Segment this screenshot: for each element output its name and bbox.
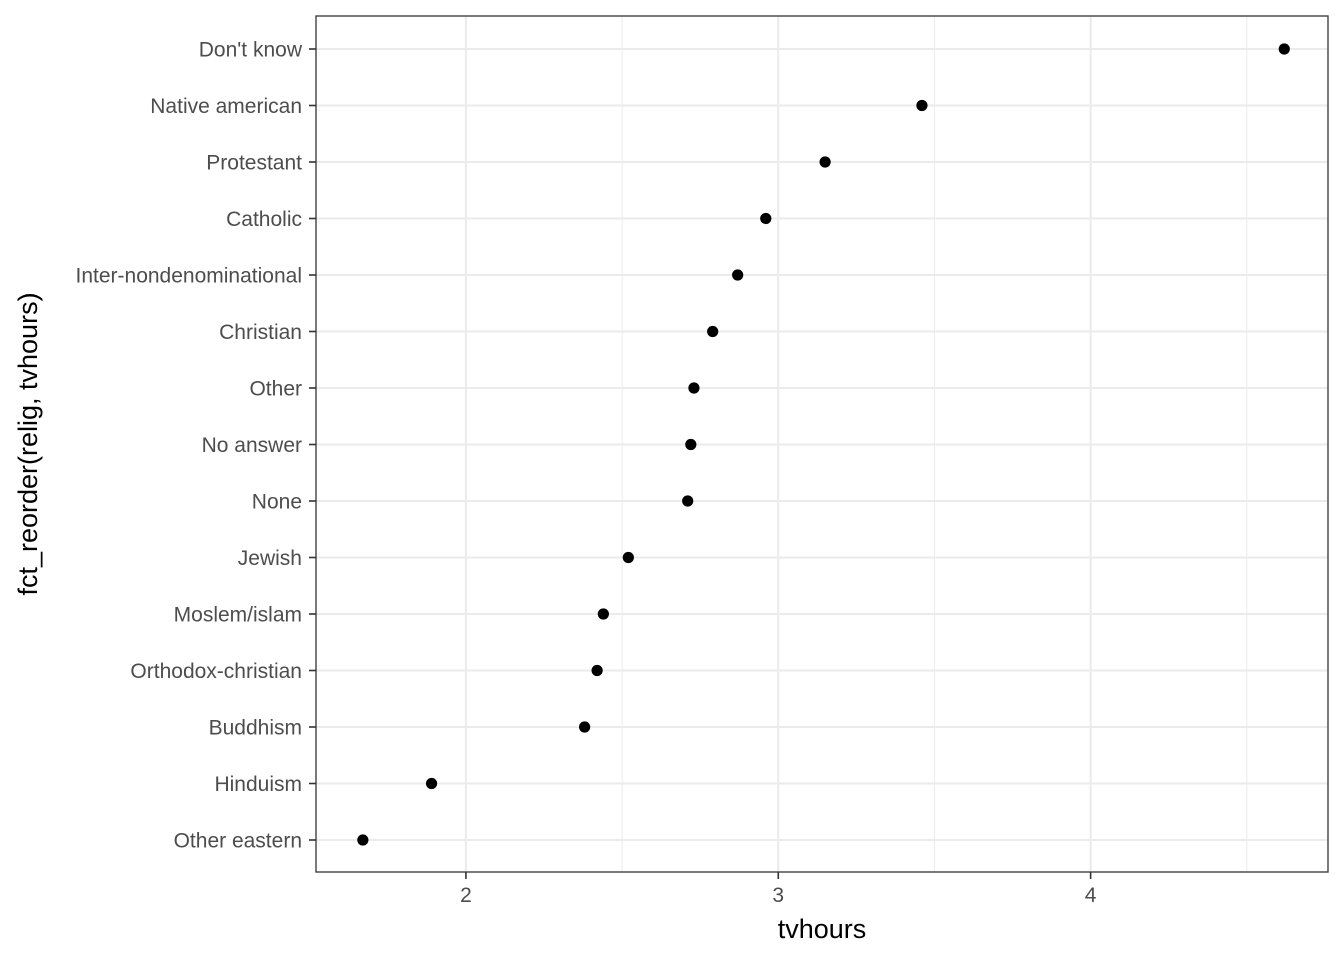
y-tick-label: Buddhism xyxy=(209,717,302,740)
x-axis-title: tvhours xyxy=(778,914,867,944)
y-tick-label: Other xyxy=(249,378,302,401)
y-axis-title: fct_reorder(relig, tvhours) xyxy=(13,292,43,595)
data-point xyxy=(819,156,831,168)
data-point xyxy=(682,495,694,507)
y-tick-label: No answer xyxy=(202,434,302,457)
y-tick-label: Don't know xyxy=(199,39,303,62)
y-tick-label: Protestant xyxy=(206,152,302,175)
y-tick-label: Other eastern xyxy=(174,830,302,853)
y-tick-label: Catholic xyxy=(226,208,302,231)
data-point xyxy=(622,551,634,564)
y-tick-label: Moslem/islam xyxy=(174,604,302,627)
data-point xyxy=(357,834,369,846)
y-tick-label: Christian xyxy=(219,321,302,344)
axes: Other eastern Hinduism Buddhism Orthodox-ch… xyxy=(76,39,1097,908)
data-point xyxy=(1278,43,1290,55)
y-tick-label: Inter-nondenominational xyxy=(76,265,303,288)
y-tick-label: Hinduism xyxy=(214,773,302,796)
data-point xyxy=(732,269,744,281)
grid xyxy=(316,16,1328,872)
data-point xyxy=(688,382,700,394)
y-tick-label: None xyxy=(252,491,302,514)
data-point xyxy=(591,664,603,677)
data-point xyxy=(597,608,609,620)
y-tick-label: Native american xyxy=(150,95,302,118)
x-tick-label: 2 xyxy=(460,884,472,907)
data-point xyxy=(916,99,928,112)
data-point xyxy=(760,212,772,225)
data-point xyxy=(685,438,697,451)
data-point xyxy=(707,325,719,338)
data-point xyxy=(579,721,591,733)
x-tick-label: 4 xyxy=(1085,884,1097,907)
data-point xyxy=(425,777,438,790)
data-points xyxy=(357,43,1290,846)
x-tick-label: 3 xyxy=(772,884,784,907)
y-tick-label: Orthodox-christian xyxy=(130,660,302,683)
y-tick-label: Jewish xyxy=(238,547,302,570)
